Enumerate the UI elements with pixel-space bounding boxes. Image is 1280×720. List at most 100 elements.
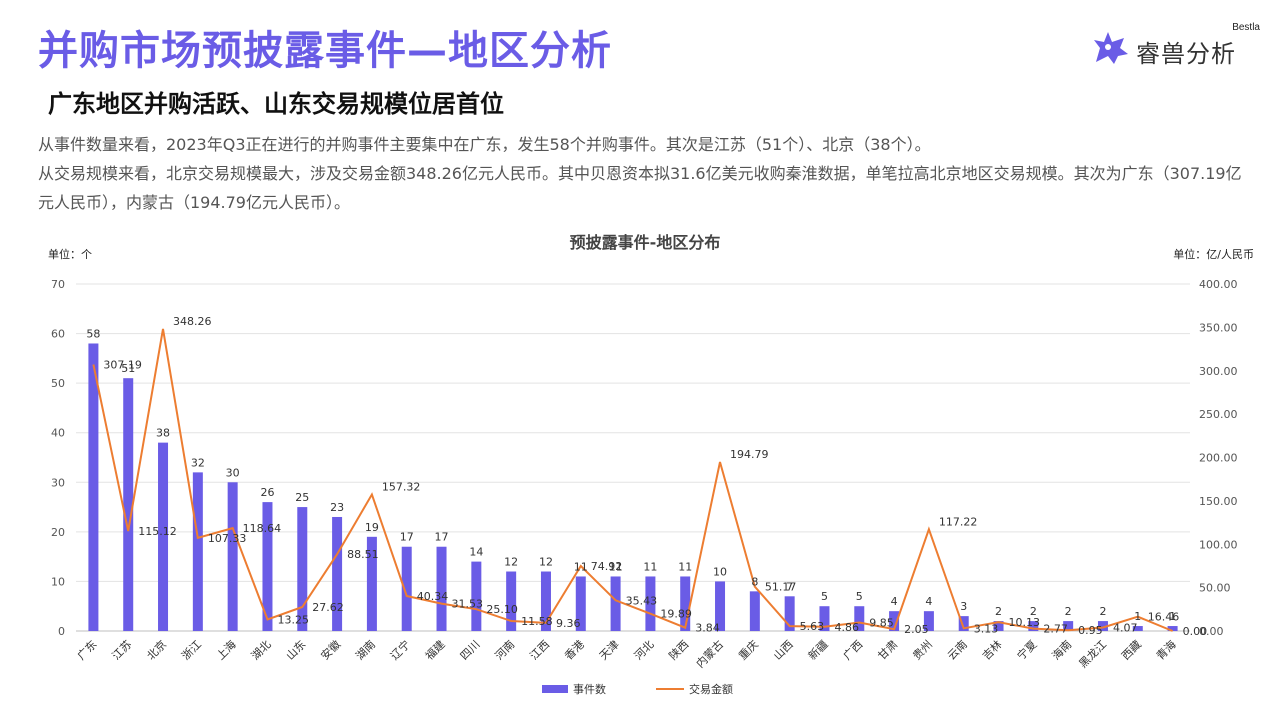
x-axis-label: 天津 (597, 638, 622, 663)
line-data-label: 16.46 (1148, 611, 1180, 624)
x-axis-label: 海南 (1049, 637, 1074, 662)
bar-山东 (297, 507, 308, 631)
unicorn-logo-icon (1090, 28, 1132, 72)
bar-浙江 (192, 472, 203, 631)
bar-data-label: 12 (539, 556, 553, 569)
bar-江苏 (123, 378, 134, 631)
line-data-label: 13.25 (277, 614, 309, 627)
x-axis-label: 湖北 (249, 638, 274, 663)
line-data-label: 40.34 (417, 590, 449, 603)
x-axis-label: 香港 (562, 638, 587, 663)
bar-江西 (540, 571, 551, 631)
bar-data-label: 2 (1030, 605, 1037, 618)
summary-text: 从事件数量来看，2023年Q3正在进行的并购事件主要集中在广东，发生58个并购事… (38, 130, 1253, 217)
bar-甘肃 (889, 611, 900, 631)
line-data-label: 25.10 (486, 603, 518, 616)
line-data-label: 27.62 (312, 601, 344, 614)
legend-line-label: 交易金额 (689, 682, 733, 696)
bar-data-label: 4 (891, 595, 898, 608)
line-data-label: 107.33 (208, 532, 247, 545)
line-data-label: 31.53 (452, 598, 484, 611)
left-axis-tick: 40 (51, 427, 65, 440)
bar-西藏 (1132, 626, 1143, 631)
bar-内蒙古 (715, 581, 726, 631)
x-axis-label: 安徽 (318, 637, 343, 662)
bar-data-label: 11 (643, 560, 657, 573)
bar-辽宁 (401, 546, 412, 631)
left-axis-tick: 20 (51, 526, 65, 539)
x-axis-label: 重庆 (736, 637, 761, 662)
left-axis-unit: 单位：个 (48, 247, 92, 261)
bar-data-label: 1 (1134, 610, 1141, 623)
x-axis-label: 甘肃 (875, 638, 900, 663)
bar-天津 (610, 576, 621, 631)
bar-湖北 (262, 502, 273, 631)
right-axis-tick: 200.00 (1199, 452, 1238, 465)
bar-data-label: 17 (435, 531, 449, 544)
bar-data-label: 25 (295, 491, 309, 504)
left-axis-tick: 60 (51, 328, 65, 341)
left-axis-tick: 70 (51, 278, 65, 291)
bar-贵州 (923, 611, 934, 631)
summary-paragraph-1: 从事件数量来看，2023年Q3正在进行的并购事件主要集中在广东，发生58个并购事… (38, 135, 931, 154)
right-axis-tick: 350.00 (1199, 321, 1238, 334)
x-axis-label: 四川 (458, 638, 483, 663)
bar-data-label: 1 (1169, 610, 1176, 623)
x-axis-label: 黑龙江 (1077, 638, 1110, 671)
right-axis-tick: 50.00 (1199, 582, 1231, 595)
bar-data-label: 11 (574, 560, 588, 573)
chart-title: 预披露事件-地区分布 (570, 233, 721, 252)
bar-data-label: 5 (856, 590, 863, 603)
bar-吉林 (993, 621, 1004, 631)
bar-河南 (506, 571, 517, 631)
line-data-label: 157.32 (382, 481, 421, 494)
x-axis-label: 陕西 (666, 637, 691, 662)
bar-data-label: 10 (713, 565, 727, 578)
x-axis-label: 辽宁 (387, 637, 412, 662)
right-axis-tick: 0.00 (1199, 625, 1224, 638)
logo-name-text: 睿兽分析 (1136, 40, 1236, 68)
bar-data-label: 23 (330, 501, 344, 514)
bar-重庆 (749, 591, 760, 631)
bar-黑龙江 (1097, 621, 1108, 631)
right-axis-tick: 250.00 (1199, 408, 1238, 421)
x-axis-label: 贵州 (910, 638, 935, 663)
x-axis-label: 广东 (75, 638, 100, 663)
line-data-label: 74.92 (591, 560, 623, 573)
bar-青海 (1167, 626, 1178, 631)
bar-陕西 (680, 576, 691, 631)
left-axis-tick: 10 (51, 575, 65, 588)
bar-data-label: 14 (469, 546, 483, 559)
bar-广西 (854, 606, 865, 631)
x-axis-label: 湖南 (353, 638, 378, 663)
line-data-label: 10.13 (1009, 616, 1041, 629)
bar-data-label: 3 (960, 600, 967, 613)
line-data-label: 35.43 (626, 594, 658, 607)
left-axis-tick: 30 (51, 476, 65, 489)
summary-paragraph-2: 从交易规模来看，北京交易规模最大，涉及交易金额348.26亿元人民币。其中贝恩资… (38, 164, 1242, 212)
bar-湖南 (366, 536, 377, 631)
bar-香港 (575, 576, 586, 631)
x-axis-label: 青海 (1153, 637, 1178, 662)
x-axis-label: 吉林 (979, 637, 1004, 662)
line-data-label: 2.05 (904, 623, 929, 636)
right-axis-unit: 单位：亿/人民币 (1173, 247, 1254, 261)
line-data-label: 9.85 (869, 616, 894, 629)
bar-四川 (471, 561, 482, 631)
line-data-label: 194.79 (730, 448, 769, 461)
line-data-label: 88.51 (347, 548, 379, 561)
bar-data-label: 8 (751, 575, 758, 588)
bar-福建 (436, 546, 447, 631)
line-data-label: 5.63 (800, 620, 825, 633)
bar-data-label: 4 (925, 595, 932, 608)
bar-云南 (958, 616, 969, 631)
line-data-label: 19.89 (660, 608, 692, 621)
x-axis-label: 河南 (493, 638, 518, 663)
bar-新疆 (819, 606, 830, 631)
x-axis-label: 江西 (527, 638, 552, 663)
line-data-label: 4.86 (834, 621, 859, 634)
bar-data-label: 11 (678, 560, 692, 573)
line-data-label: 0.00 (1183, 625, 1208, 638)
line-data-label: 9.36 (556, 617, 581, 630)
